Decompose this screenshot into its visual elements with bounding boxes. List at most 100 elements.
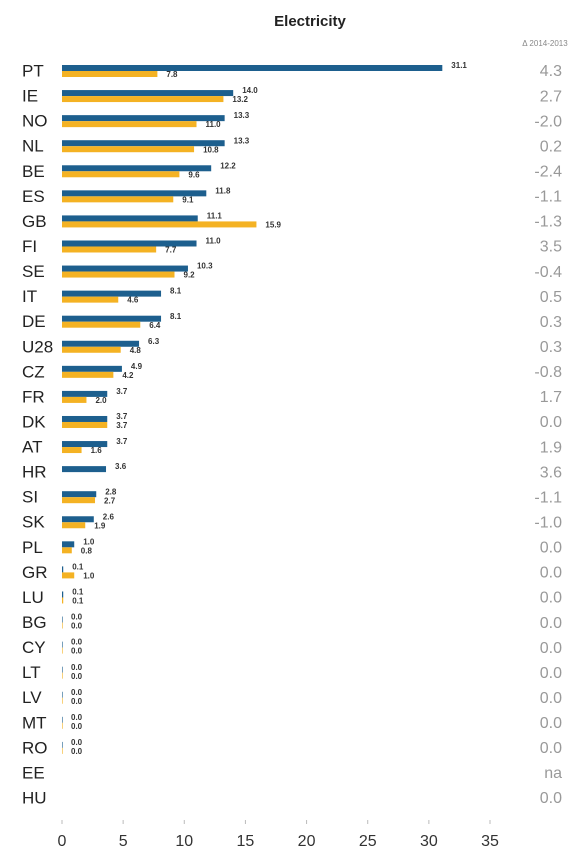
bar: [62, 96, 224, 103]
value-label: 0.0: [71, 688, 83, 697]
delta-label: 0.3: [540, 314, 562, 331]
delta-label: 0.5: [540, 289, 562, 306]
bar: [62, 415, 108, 422]
value-label: 3.7: [116, 421, 128, 430]
category-label: RO: [22, 738, 48, 757]
category-label: LT: [22, 663, 41, 682]
bar: [62, 722, 63, 729]
category-label: GB: [22, 212, 47, 231]
value-label: 2.8: [105, 487, 117, 496]
category-label: SE: [22, 262, 45, 281]
category-label: PT: [22, 61, 44, 80]
bar: [62, 541, 75, 548]
bar: [62, 221, 257, 228]
value-label: 1.9: [94, 521, 106, 530]
value-label: 0.0: [71, 747, 83, 756]
delta-label: 0.0: [540, 540, 562, 557]
category-label: CZ: [22, 362, 45, 381]
x-tick-label: 25: [359, 833, 377, 850]
category-label: GR: [22, 563, 48, 582]
value-label: 6.4: [149, 321, 161, 330]
value-label: 0.0: [71, 613, 83, 622]
delta-label: -1.3: [534, 214, 562, 231]
value-label: 0.0: [71, 672, 83, 681]
bar: [62, 240, 197, 247]
bar: [62, 672, 63, 679]
bar: [62, 547, 72, 554]
delta-label: 0.0: [540, 615, 562, 632]
value-label: 0.0: [71, 722, 83, 731]
bar: [62, 466, 107, 473]
bar: [62, 146, 195, 153]
value-label: 15.9: [265, 221, 281, 230]
bar: [62, 616, 63, 623]
value-label: 4.2: [122, 371, 134, 380]
category-label: LV: [22, 688, 42, 707]
bar: [62, 190, 207, 197]
bar: [62, 140, 225, 147]
value-label: 14.0: [242, 86, 258, 95]
value-label: 6.3: [148, 337, 160, 346]
value-label: 0.0: [71, 647, 83, 656]
value-label: 13.3: [234, 111, 250, 120]
bar: [62, 421, 108, 428]
bar: [62, 716, 63, 723]
value-label: 2.0: [95, 396, 107, 405]
value-label: 0.0: [71, 738, 83, 747]
value-label: 9.2: [184, 271, 196, 280]
value-label: 11.0: [206, 237, 222, 246]
delta-label: -0.4: [534, 264, 562, 281]
bar: [62, 321, 141, 328]
delta-label: 0.0: [540, 590, 562, 607]
value-label: 9.6: [188, 170, 200, 179]
value-label: 0.0: [71, 697, 83, 706]
category-label: NL: [22, 137, 44, 156]
category-label: PL: [22, 538, 43, 557]
category-label: DK: [22, 412, 46, 431]
bar: [62, 71, 158, 77]
category-label: BE: [22, 162, 45, 181]
x-tick-label: 30: [420, 833, 438, 850]
category-label: IE: [22, 87, 38, 106]
bar: [62, 516, 94, 523]
value-label: 11.1: [207, 212, 223, 221]
bar: [62, 215, 198, 222]
category-label: IT: [22, 287, 37, 306]
value-label: 4.6: [127, 296, 139, 305]
x-tick-label: 15: [237, 833, 255, 850]
value-label: 1.0: [83, 572, 95, 581]
value-label: 0.0: [71, 663, 83, 672]
value-label: 12.2: [220, 161, 236, 170]
category-label: FR: [22, 387, 45, 406]
bar: [62, 165, 212, 172]
value-label: 31.1: [451, 61, 467, 70]
value-label: 13.2: [232, 95, 248, 104]
category-label: FI: [22, 237, 37, 256]
bar: [62, 271, 175, 278]
bar: [62, 447, 82, 454]
category-label: DE: [22, 312, 46, 331]
x-tick-label: 20: [298, 833, 316, 850]
value-label: 7.7: [165, 246, 177, 255]
category-label: HU: [22, 789, 47, 808]
value-label: 9.1: [182, 195, 194, 204]
bar: [62, 591, 64, 598]
category-label: EE: [22, 763, 45, 782]
bar: [62, 371, 114, 378]
delta-header: Δ 2014-2013: [522, 39, 568, 48]
bar: [62, 90, 234, 97]
value-label: 1.0: [83, 537, 95, 546]
delta-label: 1.7: [540, 389, 562, 406]
value-label: 8.1: [170, 312, 182, 321]
category-label: NO: [22, 112, 48, 131]
value-label: 0.8: [81, 546, 93, 555]
category-label: U28: [22, 337, 53, 356]
x-tick-label: 35: [481, 833, 499, 850]
value-label: 3.7: [116, 387, 128, 396]
bar: [62, 196, 174, 203]
category-label: MT: [22, 713, 47, 732]
value-label: 10.3: [197, 262, 213, 271]
value-label: 10.8: [203, 145, 219, 154]
bar: [62, 365, 122, 372]
